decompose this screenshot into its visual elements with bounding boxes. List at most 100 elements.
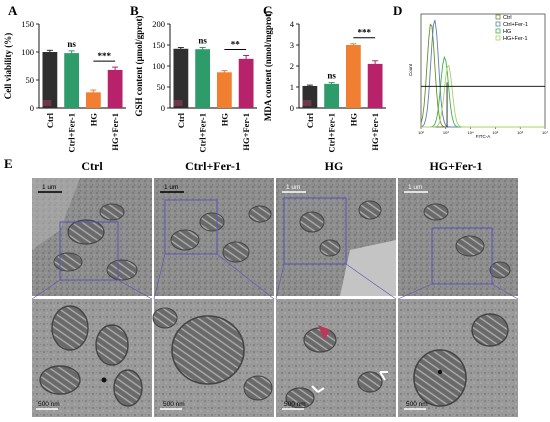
tem-column-title-hg: HG [325, 159, 344, 173]
tem-ctrl-fer1-low-mag: 1 um [154, 178, 274, 296]
bar [345, 45, 361, 108]
legend-label: HG [503, 29, 511, 35]
y-tick-label: 1 [290, 82, 294, 92]
legend-swatch [495, 28, 501, 34]
bar [107, 69, 123, 108]
x-tick-label: Ctrl [305, 112, 315, 128]
arrow-icon [379, 371, 388, 381]
x-tick-label: HG+Fer-1 [110, 113, 120, 151]
legend-label: HG+Fer-1 [503, 36, 528, 42]
x-tick-label: Ctrl+Fer-1 [198, 113, 208, 152]
legend-swatch [495, 35, 501, 41]
y-tick-label: 50 [157, 82, 166, 92]
y-axis-label: MDA content (nmol/mgprot) [263, 11, 273, 121]
bar-chart-cell-viability: 0 50 100 150 Cell viability (%) Ctrl Ctrl+Fer-… [3, 19, 126, 152]
significance-label: *** [358, 28, 372, 38]
panel-letter-e: E [4, 156, 13, 171]
tem-column-title-ctrl-fer1: Ctrl+Fer-1 [185, 159, 241, 173]
histogram-frame [420, 13, 546, 128]
y-tick-label: 150 [21, 19, 34, 29]
bar-chart-mda-content: 0 1 2 3 4 MDA content (nmol/mgprot) Ctrl Ctrl+F… [263, 11, 386, 152]
x-tick-label: 10⁵ [492, 130, 498, 135]
bar-chart-gsh-content: 0 50 100 150 200 GSH content (µmol/gprot) Ctrl… [134, 15, 257, 152]
tem-image-grid: Ctrl Ctrl+Fer-1 HG HG+Fer-1 1 um 500 nm [31, 159, 519, 417]
bar-overlay [173, 100, 183, 106]
bar [302, 85, 318, 108]
tem-roi-box [283, 197, 347, 265]
significance-label: ns [327, 71, 336, 81]
panel-letter-b: B [130, 3, 139, 18]
x-tick-label: Ctrl+Fer-1 [67, 113, 77, 152]
tem-hg-fer1-high-mag: 500 nm [398, 299, 518, 417]
panel-letter-d: D [393, 3, 402, 18]
tem-hg-high-mag: 500 nm [276, 299, 396, 417]
lipid-marker [318, 325, 330, 340]
y-tick-label: 100 [21, 47, 34, 57]
scale-bar-label: 1 um [408, 184, 422, 191]
significance-label: ** [231, 40, 241, 50]
panel-letter-a: A [8, 3, 18, 18]
tem-roi-box [431, 227, 493, 285]
x-tick-label: 10⁶ [517, 130, 523, 135]
bar [64, 53, 80, 108]
panel-letter-c: C [263, 3, 272, 18]
histogram-y-label: Count [408, 63, 413, 76]
bar [173, 48, 189, 108]
x-tick-label: 10² [418, 130, 424, 135]
x-tick-label: HG+Fer-1 [241, 113, 251, 151]
bar [195, 49, 211, 108]
y-axis-label: Cell viability (%) [3, 33, 13, 100]
y-tick-label: 50 [26, 75, 35, 85]
y-tick-label: 0 [30, 103, 34, 113]
tem-hg-fer1-low-mag: 1 um [398, 178, 518, 296]
y-tick-label: 200 [152, 19, 165, 29]
significance-label: *** [98, 51, 112, 61]
bar-overlay [302, 100, 312, 106]
y-tick-label: 0 [290, 103, 294, 113]
flow-histogram: Count FITC-A 10² 10³ 10⁴ 10⁵ 10⁶ 10⁷ CtrlCtrl+… [408, 13, 548, 139]
scale-bar-label: 1 um [286, 184, 300, 191]
scale-bar-label: 1 um [42, 184, 56, 191]
scale-bar-label: 500 nm [38, 401, 60, 408]
x-tick-label: 10⁴ [468, 130, 474, 135]
legend-label: Ctrl [503, 15, 512, 21]
y-axis-label: GSH content (µmol/gprot) [134, 15, 144, 116]
scale-bar-label: 500 nm [163, 401, 185, 408]
tem-column-title-ctrl: Ctrl [81, 159, 103, 173]
x-tick-label: HG+Fer-1 [370, 113, 380, 151]
significance-label: ns [198, 36, 207, 46]
arrow-icon [311, 385, 325, 393]
tem-hg-low-mag: 1 um [276, 178, 396, 296]
x-tick-label: Ctrl+Fer-1 [327, 113, 337, 152]
bar [238, 58, 254, 108]
tem-ctrl-low-mag: 1 um [32, 178, 152, 296]
x-tick-label: HG [219, 113, 229, 127]
histogram-series [421, 64, 545, 128]
tem-roi-box [59, 221, 119, 281]
bar [42, 52, 58, 108]
legend-swatch [495, 21, 501, 27]
bar [367, 63, 383, 108]
x-tick-label: HG [88, 113, 98, 127]
y-tick-label: 3 [290, 40, 294, 50]
bar [85, 92, 101, 108]
histogram-x-label: FITC-A [476, 134, 491, 139]
scale-bar-label: 500 nm [406, 401, 428, 408]
tem-ctrl-fer1-high-mag: 500 nm [152, 299, 274, 417]
legend-label: Ctrl+Fer-1 [503, 22, 528, 28]
bar [216, 72, 232, 108]
y-tick-label: 2 [290, 61, 294, 71]
y-tick-label: 0 [161, 103, 165, 113]
x-tick-label: 10⁷ [542, 130, 548, 135]
scale-bar-label: 1 um [164, 184, 178, 191]
y-tick-label: 100 [152, 61, 165, 71]
tem-column-title-hg-fer1: HG+Fer-1 [429, 159, 482, 173]
y-tick-label: 150 [152, 40, 165, 50]
x-tick-label: Ctrl [176, 112, 186, 128]
x-tick-label: 10³ [443, 130, 449, 135]
y-tick-label: 4 [290, 19, 295, 29]
significance-label: ns [67, 39, 76, 49]
tem-ctrl-high-mag: 500 nm [32, 299, 152, 417]
bar-overlay [42, 100, 52, 106]
